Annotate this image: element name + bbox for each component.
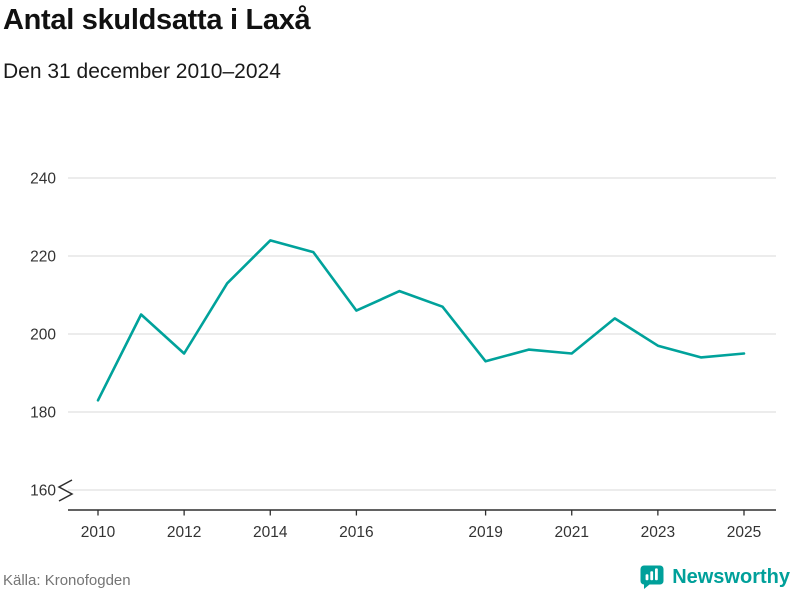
x-axis-label: 2012 — [167, 524, 201, 541]
x-axis-label: 2019 — [468, 524, 502, 541]
newsworthy-icon — [640, 565, 664, 589]
newsworthy-icon-bar — [650, 571, 654, 581]
newsworthy-logo: Newsworthy — [639, 564, 790, 590]
newsworthy-wordmark: Newsworthy — [672, 565, 790, 588]
y-axis-label: 180 — [30, 405, 56, 422]
x-axis-label: 2010 — [81, 524, 116, 541]
chart-title: Antal skuldsatta i Laxå — [3, 4, 311, 36]
y-axis-break-icon — [57, 479, 74, 502]
x-axis-label: 2021 — [554, 524, 588, 541]
y-axis-label: 200 — [30, 327, 56, 344]
newsworthy-icon-bar — [655, 568, 658, 581]
source-label: Källa: Kronofogden — [3, 572, 131, 589]
data-line — [96, 239, 746, 402]
y-axis-label: 220 — [30, 249, 56, 266]
x-axis-label: 2016 — [339, 524, 373, 541]
x-axis-label: 2023 — [641, 524, 675, 541]
x-axis-label: 2025 — [727, 524, 761, 541]
y-axis-label: 240 — [30, 171, 56, 188]
x-axis-label: 2014 — [253, 524, 288, 541]
y-axis-label: 160 — [30, 483, 56, 500]
chart-subtitle: Den 31 december 2010–2024 — [3, 60, 281, 83]
newsworthy-icon-bar — [645, 574, 649, 581]
